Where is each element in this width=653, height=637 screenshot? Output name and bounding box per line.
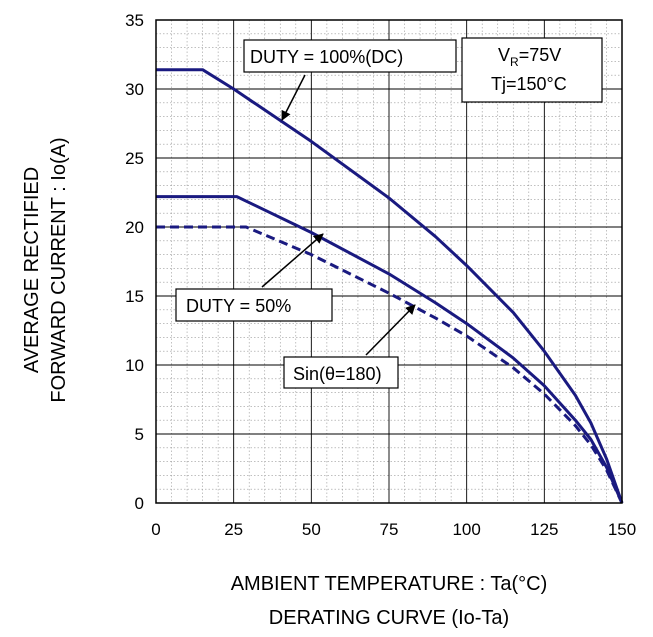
series-line-1 <box>156 68 624 504</box>
annotation-sin-label: Sin(θ=180) <box>293 364 382 384</box>
x-tick-label: 25 <box>224 520 243 539</box>
plot-frame <box>155 19 623 504</box>
x-tick-labels: 0 25 50 75 100 125 150 <box>151 520 636 539</box>
y-tick-label: 35 <box>125 11 144 30</box>
y-tick-label: 0 <box>135 494 144 513</box>
y-tick-label: 20 <box>125 218 144 237</box>
x-tick-label: 125 <box>530 520 558 539</box>
annotation-duty100-label: DUTY = 100%(DC) <box>250 47 403 67</box>
series-line-3 <box>156 225 624 504</box>
annotation-sin: Sin(θ=180) <box>283 304 416 389</box>
annotation-vr: VR=75V <box>498 45 561 69</box>
chart-subtitle: DERATING CURVE (Io-Ta) <box>269 607 509 629</box>
annotation-tj: Tj=150°C <box>491 74 567 94</box>
x-tick-label: 0 <box>151 520 160 539</box>
x-axis-label: AMBIENT TEMPERATURE : Ta(°C) <box>231 573 548 595</box>
annotation-duty50: DUTY = 50% <box>175 233 333 322</box>
y-axis-label-line2: FORWARD CURRENT : Io(A) <box>48 137 70 402</box>
y-axis-label-line1: AVERAGE RECTIFIED <box>21 167 43 373</box>
y-tick-labels: 0 5 10 15 20 25 30 35 <box>125 11 144 513</box>
y-tick-label: 5 <box>135 425 144 444</box>
y-tick-label: 15 <box>125 287 144 306</box>
y-tick-label: 30 <box>125 80 144 99</box>
x-tick-label: 100 <box>452 520 480 539</box>
y-tick-label: 10 <box>125 356 144 375</box>
annotation-duty50-label: DUTY = 50% <box>186 296 291 316</box>
x-tick-label: 50 <box>302 520 321 539</box>
series-line-2 <box>156 195 624 504</box>
y-tick-label: 25 <box>125 149 144 168</box>
annotation-duty100: DUTY = 100%(DC) <box>243 39 457 121</box>
x-tick-label: 75 <box>380 520 399 539</box>
annotation-vr-tj: VR=75V Tj=150°C <box>461 37 603 103</box>
x-tick-label: 150 <box>608 520 636 539</box>
series-layer <box>156 68 624 504</box>
